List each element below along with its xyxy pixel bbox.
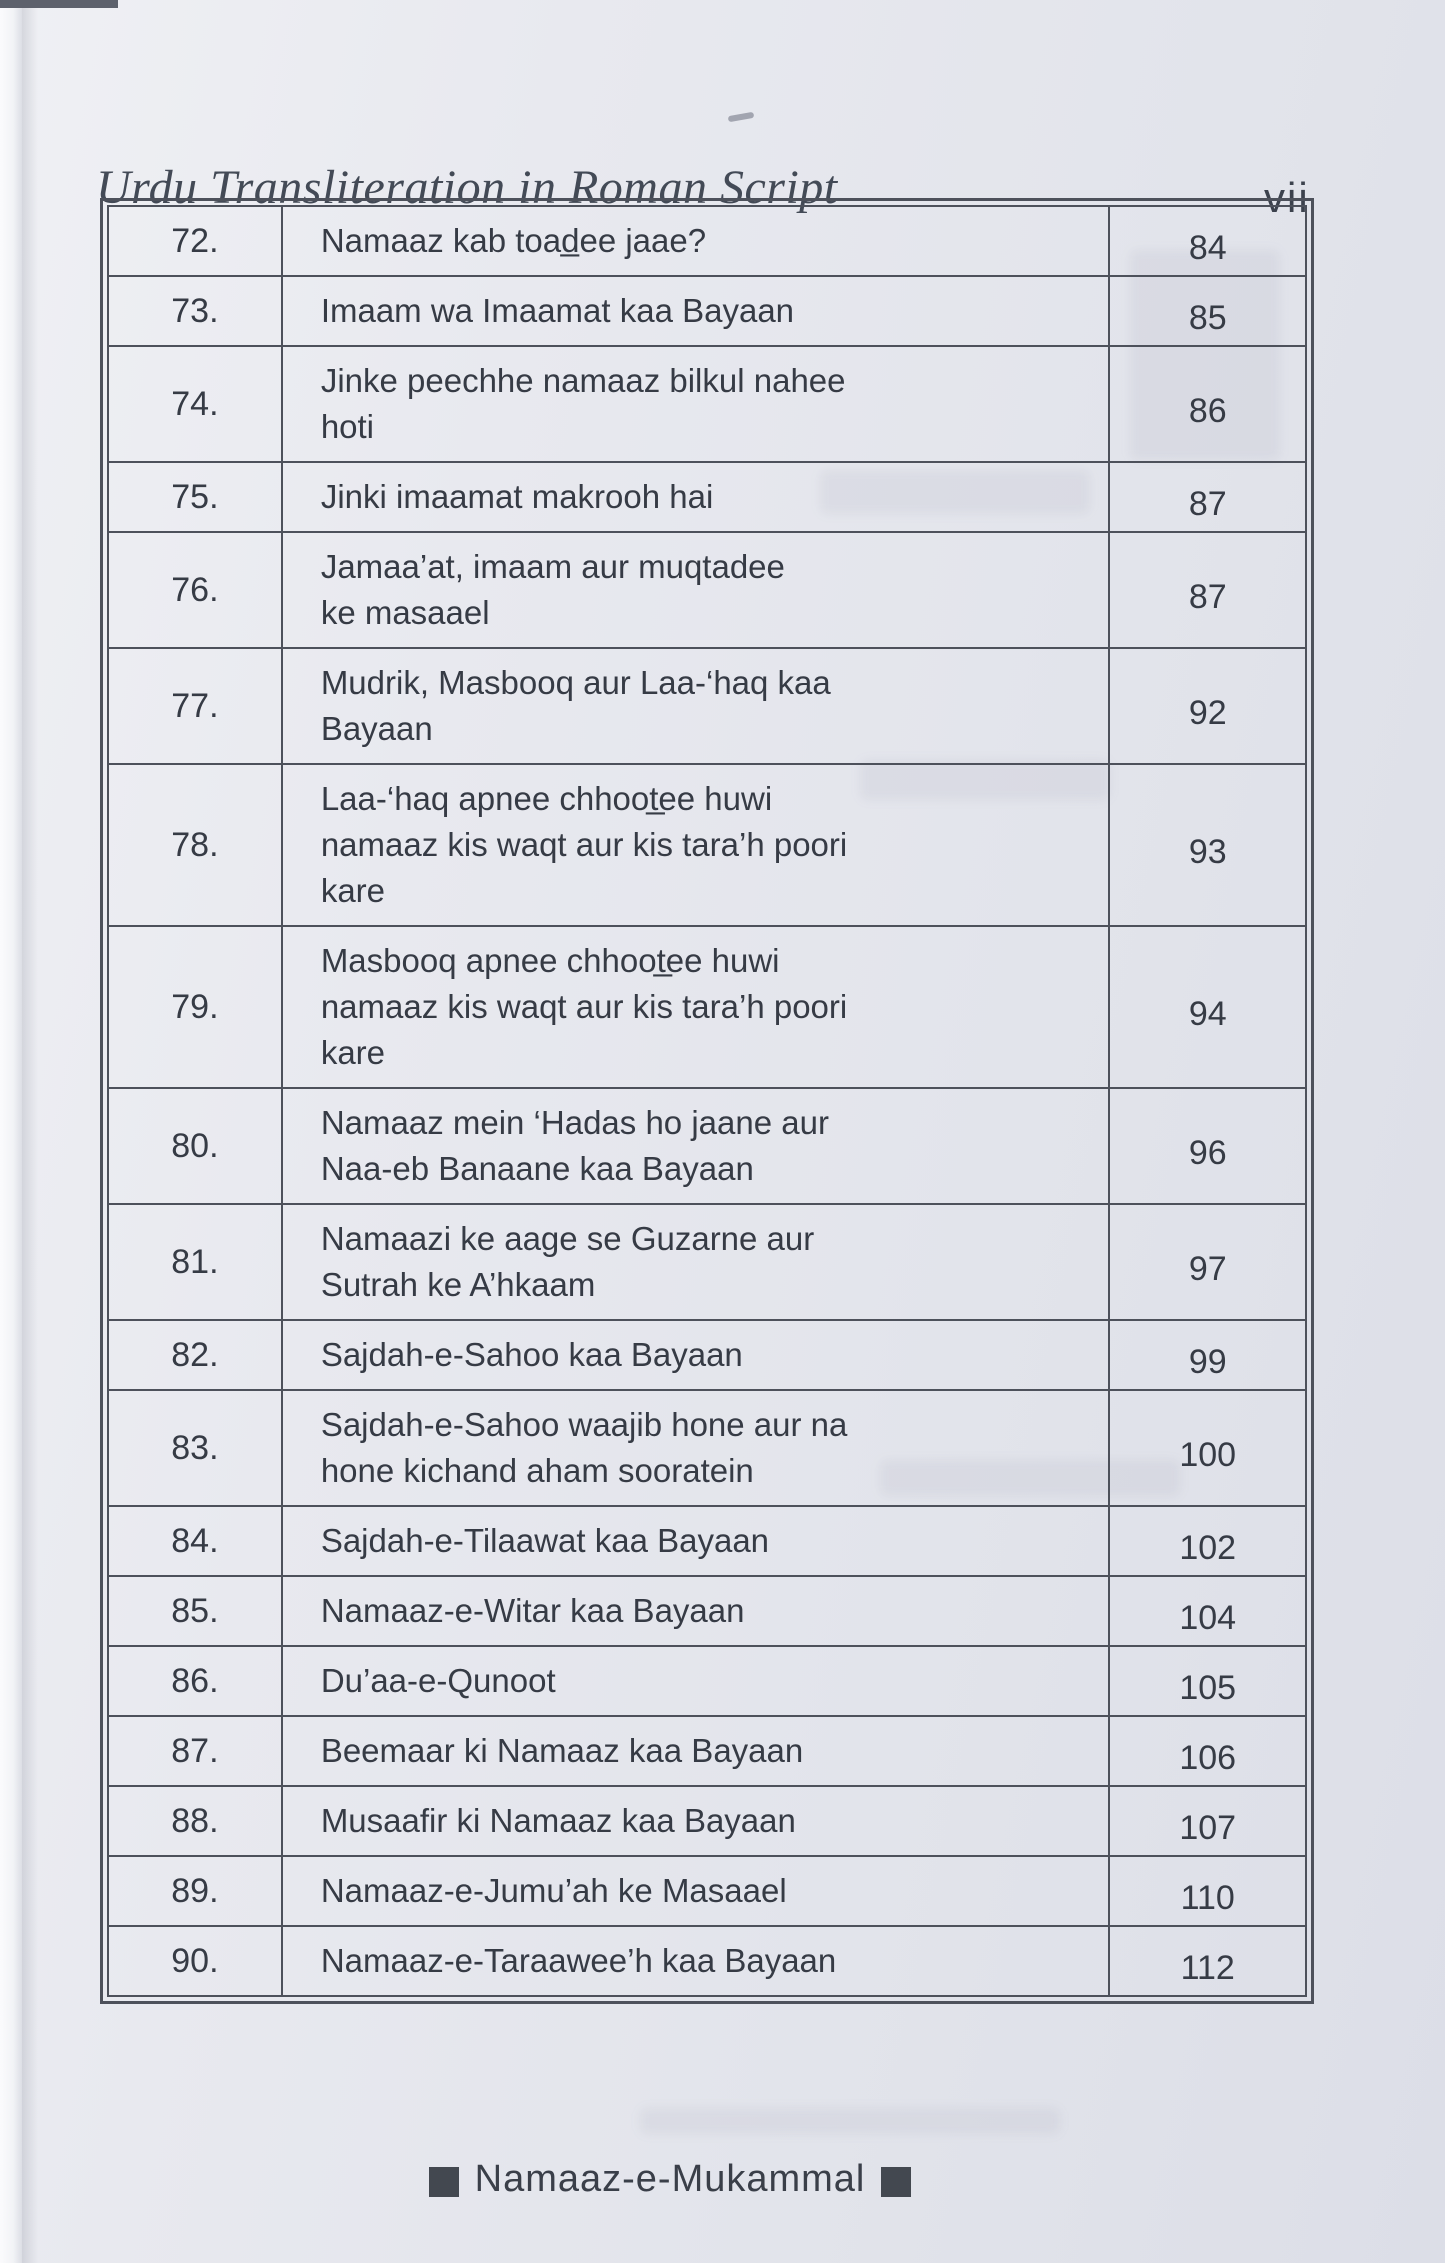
table-row: 73. Imaam wa Imaamat kaa Bayaan 85 (107, 275, 1307, 347)
right-square-icon (881, 2166, 912, 2197)
row-number: 86. (107, 1645, 283, 1717)
row-page-number: 105 (1108, 1645, 1307, 1717)
row-number: 79. (107, 925, 283, 1089)
table-row: 72. Namaaz kab toad̲ee jaae? 84 (107, 205, 1307, 277)
row-number: 80. (107, 1087, 283, 1205)
table-row: 85. Namaaz-e-Witar kaa Bayaan 104 (107, 1575, 1307, 1647)
row-page-number: 106 (1108, 1715, 1307, 1787)
footer: Namaaz-e-Mukammal (0, 2158, 1340, 2201)
row-title: Sajdah-e-Sahoo kaa Bayaan (280, 1319, 1111, 1391)
row-page-number: 102 (1108, 1505, 1307, 1577)
row-number: 81. (107, 1203, 283, 1321)
row-number: 90. (107, 1925, 283, 1997)
table-row: 83. Sajdah-e-Sahoo waajib hone aur na hon… (107, 1389, 1307, 1507)
row-number: 83. (107, 1389, 283, 1507)
table-row: 82. Sajdah-e-Sahoo kaa Bayaan 99 (107, 1319, 1307, 1391)
row-title: Namaaz-e-Taraawee’h kaa Bayaan (280, 1925, 1111, 1997)
row-title: Mudrik, Masbooq aur Laa-‘haq kaa Bayaan (280, 647, 1111, 765)
row-page-number: 104 (1108, 1575, 1307, 1647)
row-number: 74. (107, 345, 283, 463)
row-title: Jamaa’at, imaam aur muqtadee ke masaael (280, 531, 1111, 649)
table-row: 80. Namaaz mein ‘Hadas ho jaane aur Naa-e… (107, 1087, 1307, 1205)
table-row: 87. Beemaar ki Namaaz kaa Bayaan 106 (107, 1715, 1307, 1787)
row-title: Masbooq apnee chhoot̲ee huwi namaaz kis … (280, 925, 1111, 1089)
row-title: Jinki imaamat makrooh hai (280, 461, 1111, 533)
row-page-number: 84 (1108, 205, 1307, 277)
table-row: 88. Musaafir ki Namaaz kaa Bayaan 107 (107, 1785, 1307, 1857)
table-row: 84. Sajdah-e-Tilaawat kaa Bayaan 102 (107, 1505, 1307, 1577)
row-title: Namaazi ke aage se Guzarne aur Sutrah ke… (280, 1203, 1111, 1321)
footer-book-title: Namaaz-e-Mukammal (474, 2158, 866, 2200)
row-number: 87. (107, 1715, 283, 1787)
row-number: 72. (107, 205, 283, 277)
row-title: Laa-‘haq apnee chhoot̲ee huwi namaaz kis… (280, 763, 1111, 927)
table-row: 75. Jinki imaamat makrooh hai 87 (107, 461, 1307, 533)
table-row: 77. Mudrik, Masbooq aur Laa-‘haq kaa Baya… (107, 647, 1307, 765)
page-gutter-shadow (22, 0, 38, 2263)
row-number: 82. (107, 1319, 283, 1391)
row-page-number: 86 (1108, 345, 1307, 463)
table-row: 78. Laa-‘haq apnee chhoot̲ee huwi namaaz … (107, 763, 1307, 927)
row-page-number: 96 (1108, 1087, 1307, 1205)
book-binding-sliver (0, 0, 118, 8)
row-title: Namaaz kab toad̲ee jaae? (280, 205, 1111, 277)
row-number: 75. (107, 461, 283, 533)
table-row: 76. Jamaa’at, imaam aur muqtadee ke masaa… (107, 531, 1307, 649)
row-page-number: 107 (1108, 1785, 1307, 1857)
row-number: 84. (107, 1505, 283, 1577)
row-title: Imaam wa Imaamat kaa Bayaan (280, 275, 1111, 347)
row-page-number: 112 (1108, 1925, 1307, 1997)
row-page-number: 87 (1108, 461, 1307, 533)
table-row: 89. Namaaz-e-Jumu’ah ke Masaael 110 (107, 1855, 1307, 1927)
row-number: 73. (107, 275, 283, 347)
row-title: Namaaz-e-Witar kaa Bayaan (280, 1575, 1111, 1647)
row-number: 78. (107, 763, 283, 927)
row-page-number: 92 (1108, 647, 1307, 765)
row-title: Sajdah-e-Tilaawat kaa Bayaan (280, 1505, 1111, 1577)
row-page-number: 99 (1108, 1319, 1307, 1391)
row-page-number: 110 (1108, 1855, 1307, 1927)
row-number: 85. (107, 1575, 283, 1647)
toc-table-border: 72. Namaaz kab toad̲ee jaae? 84 73. Imaam wa… (100, 198, 1314, 2004)
row-title: Jinke peechhe namaaz bilkul nahee hoti (280, 345, 1111, 463)
table-row: 74. Jinke peechhe namaaz bilkul nahee hot… (107, 345, 1307, 463)
table-row: 86. Du’aa-e-Qunoot 105 (107, 1645, 1307, 1717)
row-number: 88. (107, 1785, 283, 1857)
row-page-number: 94 (1108, 925, 1307, 1089)
row-title: Namaaz-e-Jumu’ah ke Masaael (280, 1855, 1111, 1927)
page-edge (0, 0, 22, 2263)
table-row: 79. Masbooq apnee chhoot̲ee huwi namaaz k… (107, 925, 1307, 1089)
table-row: 90. Namaaz-e-Taraawee’h kaa Bayaan 112 (107, 1925, 1307, 1997)
row-number: 77. (107, 647, 283, 765)
row-page-number: 85 (1108, 275, 1307, 347)
toc-table: 72. Namaaz kab toad̲ee jaae? 84 73. Imaam wa… (107, 205, 1307, 1997)
table-row: 81. Namaazi ke aage se Guzarne aur Sutrah… (107, 1203, 1307, 1321)
row-page-number: 100 (1108, 1389, 1307, 1507)
row-title: Du’aa-e-Qunoot (280, 1645, 1111, 1717)
row-title: Musaafir ki Namaaz kaa Bayaan (280, 1785, 1111, 1857)
row-page-number: 87 (1108, 531, 1307, 649)
row-number: 76. (107, 531, 283, 649)
row-title: Sajdah-e-Sahoo waajib hone aur na hone k… (280, 1389, 1111, 1507)
left-square-icon (428, 2166, 459, 2197)
row-page-number: 93 (1108, 763, 1307, 927)
row-title: Namaaz mein ‘Hadas ho jaane aur Naa-eb B… (280, 1087, 1111, 1205)
row-title: Beemaar ki Namaaz kaa Bayaan (280, 1715, 1111, 1787)
row-page-number: 97 (1108, 1203, 1307, 1321)
row-number: 89. (107, 1855, 283, 1927)
